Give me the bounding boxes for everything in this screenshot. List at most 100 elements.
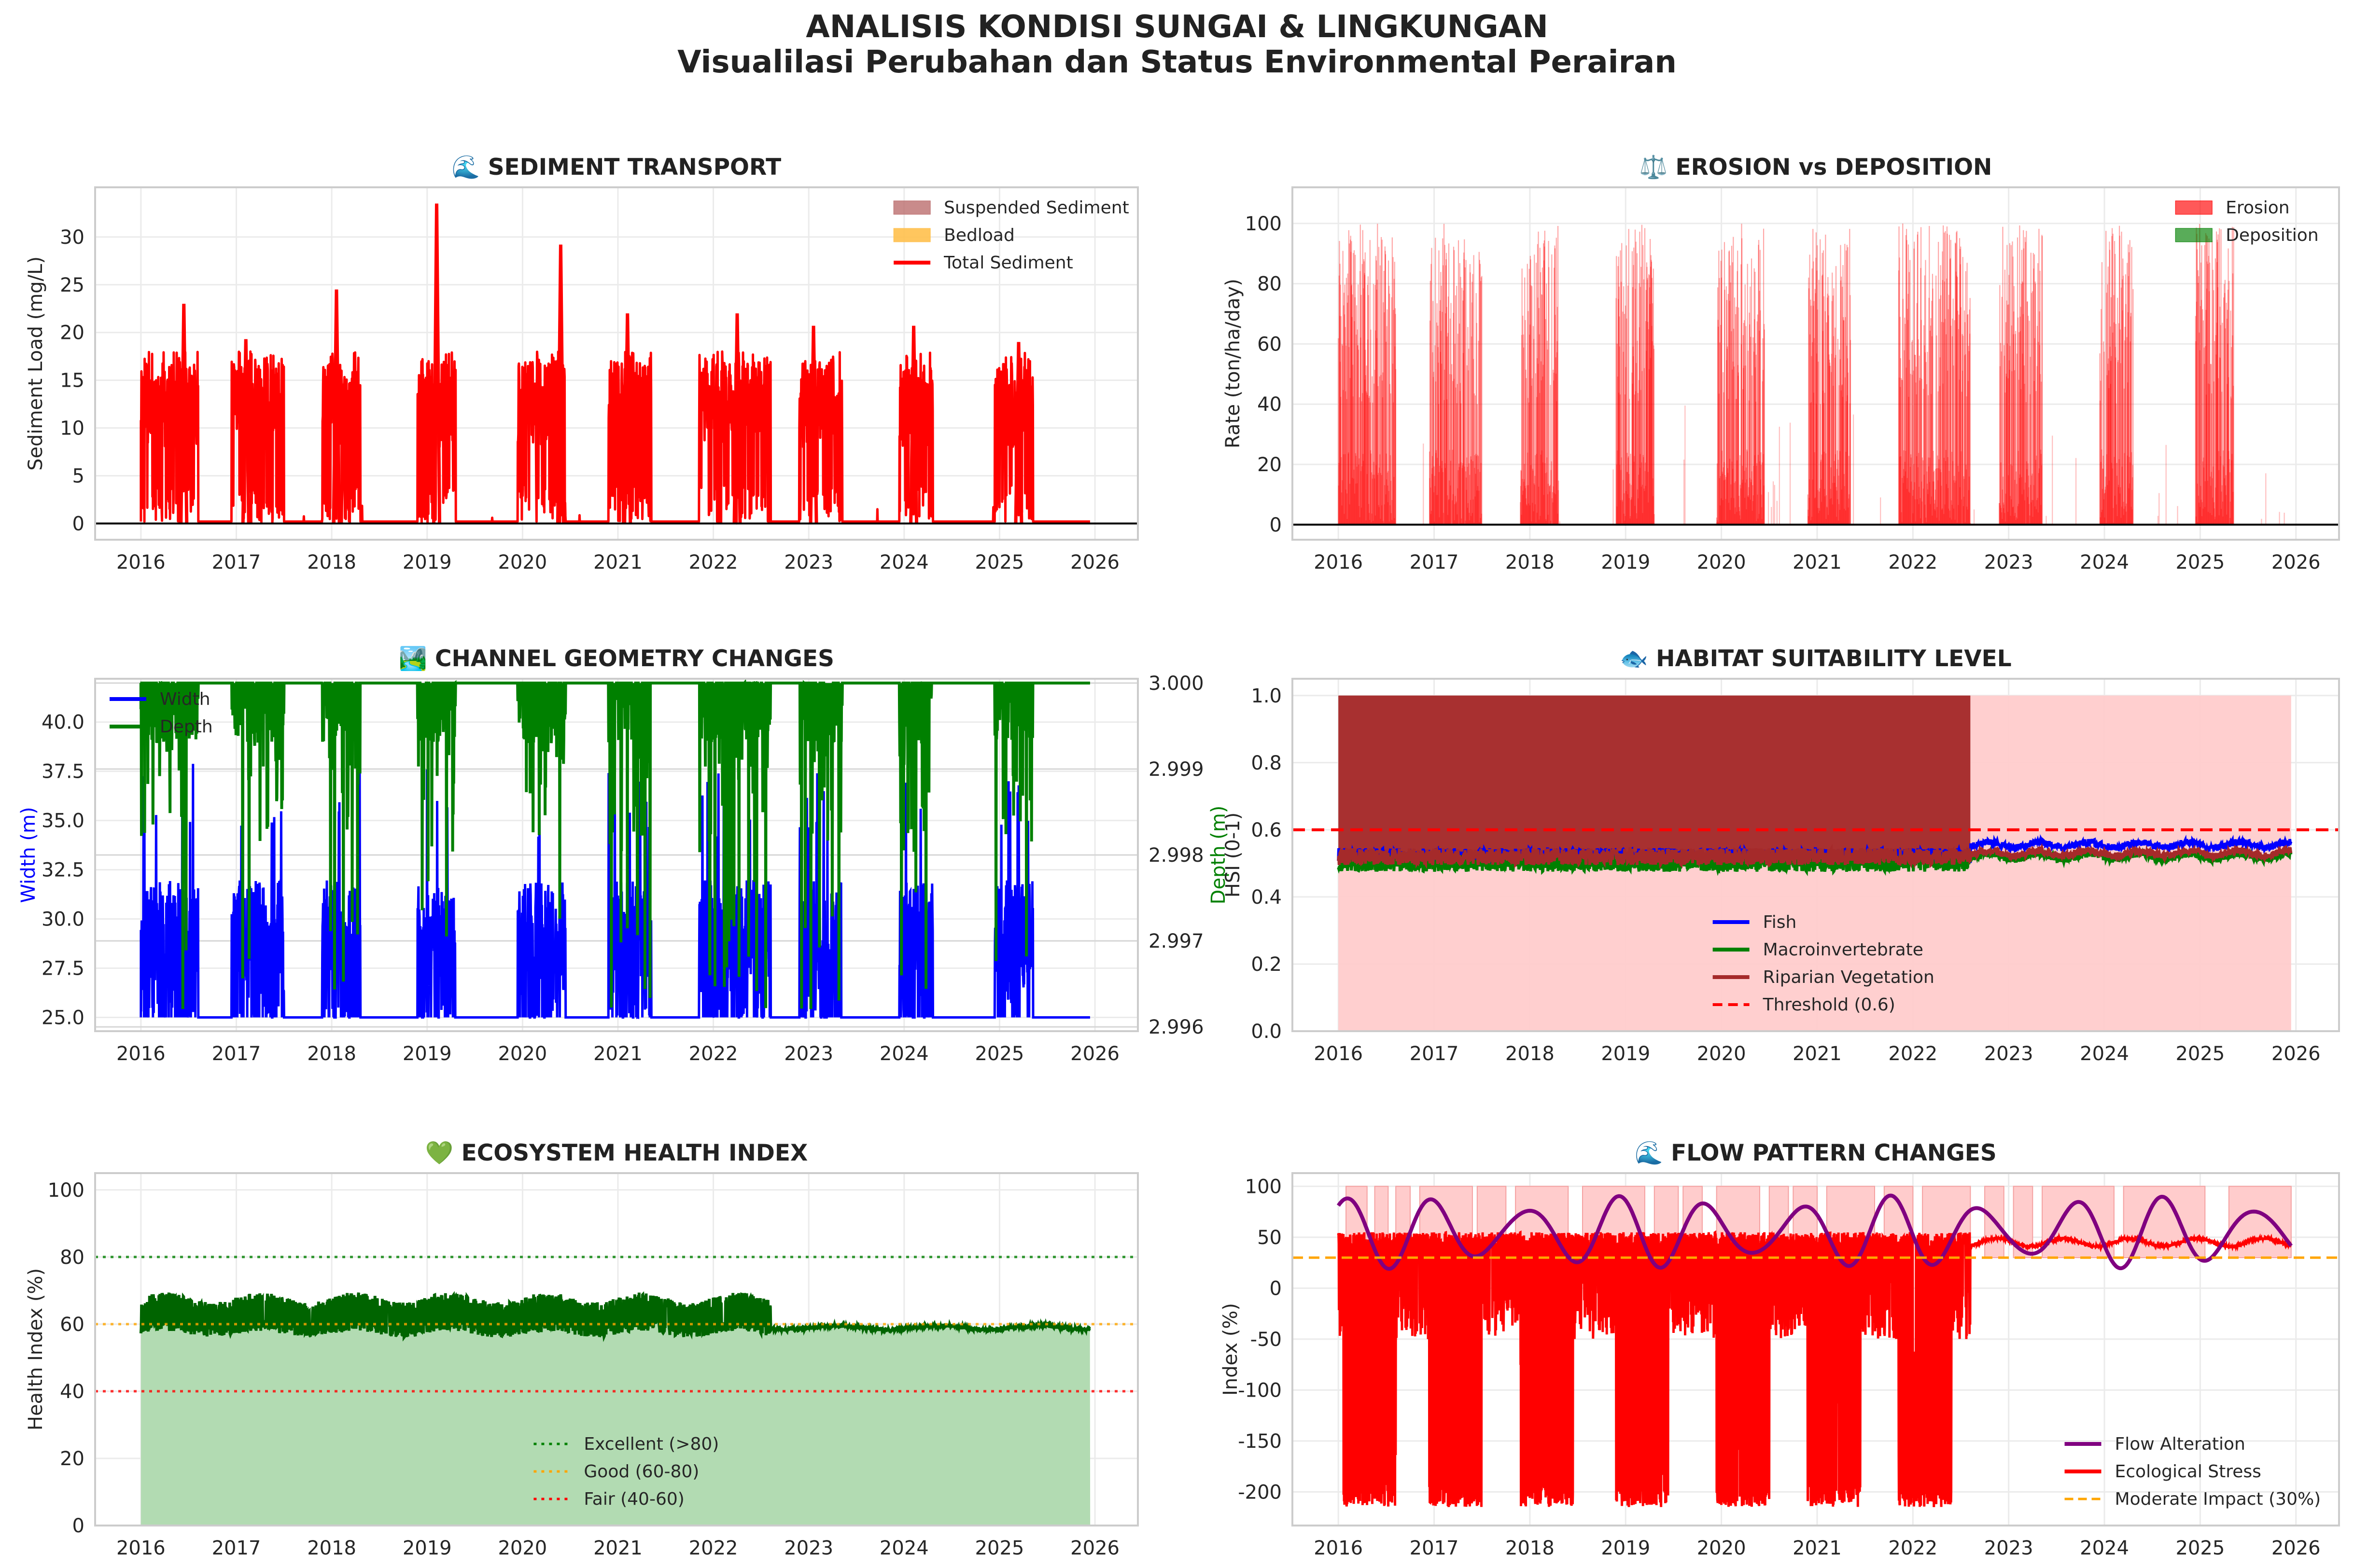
legend: Erosion Deposition: [2175, 198, 2319, 245]
plot-area: [1292, 187, 2339, 540]
y-tick-label: 80: [1257, 273, 1282, 295]
y-tick-label: 100: [1245, 213, 1282, 235]
x-tick-label: 2022: [1888, 1043, 1937, 1065]
y-tick-label: 100: [1245, 1176, 1282, 1198]
y-tick-label: 32.5: [42, 859, 84, 882]
sediment-peak-5: [623, 313, 632, 524]
x-tick-label: 2022: [689, 551, 738, 574]
legend-label: Good (60-80): [584, 1462, 699, 1482]
legend-swatch: [893, 200, 931, 215]
y-tick-label: 0.2: [1251, 953, 1282, 976]
grid: [1292, 187, 2339, 540]
y-tick-label-right: 3.000: [1149, 672, 1204, 695]
x-tick-label: 2024: [2080, 1537, 2129, 1559]
chart-health: 2016 2017 2018 2019 2020 2021 2022 2023 2024 2025…: [25, 1140, 1139, 1559]
plot-border: [94, 1172, 1139, 1526]
x-tick-label: 2025: [975, 1043, 1024, 1065]
health-area: [140, 1292, 1091, 1526]
legend-label: Ecological Stress: [2115, 1462, 2261, 1482]
x-tick-label: 2020: [1697, 1043, 1746, 1065]
chart-title: 🏞️ CHANNEL GEOMETRY CHANGES: [399, 645, 834, 672]
x-tick-label: 2025: [2175, 1043, 2225, 1065]
plot-content: [95, 1256, 1138, 1526]
series-health: [139, 1291, 1091, 1342]
y-axis-label: Health Index (%): [25, 1268, 47, 1430]
figure-title: ANALISIS KONDISI SUNGAI & LINGKUNGAN: [806, 9, 1548, 45]
legend-label: Suspended Sediment: [944, 198, 1129, 218]
x-tick-label: 2026: [2271, 1043, 2321, 1065]
series-total-sediment: [140, 350, 1091, 525]
x-tick-label: 2016: [1314, 551, 1363, 574]
legend: Suspended Sediment Bedload Total Sediment: [893, 198, 1129, 273]
x-tick-label: 2024: [880, 551, 929, 574]
y-tick-label: -150: [1238, 1430, 1282, 1453]
x-tick-label: 2016: [1314, 1043, 1363, 1065]
series-habitat-2: [1337, 843, 2293, 869]
legend-label: Erosion: [2226, 198, 2289, 218]
x-tick-label: 2025: [2175, 1537, 2225, 1559]
plot-border: [1291, 186, 2340, 541]
x-tick-label: 2021: [1793, 551, 1842, 574]
legend-label: Excellent (>80): [584, 1434, 719, 1454]
y-tick-label-right: 2.997: [1149, 930, 1204, 952]
y-tick-label: 30.0: [42, 909, 84, 931]
x-tick-label: 2024: [2080, 551, 2129, 574]
sediment-peak-7: [809, 325, 818, 524]
legend-label: Macroinvertebrate: [1763, 940, 1923, 960]
y-tick-label: 25: [60, 274, 84, 296]
legend-label: Depth: [160, 717, 213, 737]
x-tick-label: 2020: [1697, 551, 1746, 574]
x-tick-label: 2023: [1984, 1043, 2033, 1065]
x-tick-label: 2016: [1314, 1537, 1363, 1559]
legend-label: Fish: [1763, 912, 1797, 932]
x-tick-label: 2020: [498, 1537, 547, 1559]
x-tick-label: 2026: [1070, 1537, 1120, 1559]
y-tick-label: 60: [1257, 333, 1282, 355]
x-tick-label: 2025: [2175, 551, 2225, 574]
x-tick-label: 2019: [403, 1537, 452, 1559]
plot-border: [1291, 678, 2340, 1032]
x-tick-label: 2021: [593, 1043, 643, 1065]
y-tick-label: 100: [48, 1179, 84, 1202]
y-tick-label-right: 2.996: [1149, 1016, 1204, 1038]
y-tick-label: 40.0: [42, 712, 84, 734]
x-tick-label: 2017: [212, 551, 261, 574]
plot-border: [1291, 1172, 2340, 1526]
y-tick-label: 0: [1270, 514, 1282, 536]
chart-title: 💚 ECOSYSTEM HEALTH INDEX: [425, 1140, 808, 1166]
chart-title: ⚖️ EROSION vs DEPOSITION: [1639, 154, 1992, 181]
x-tick-label: 2022: [689, 1043, 738, 1065]
legend-swatch: [2175, 200, 2213, 215]
y-tick-label: 30: [60, 226, 84, 249]
x-tick-label: 2017: [1410, 551, 1459, 574]
x-tick-label: 2022: [1888, 551, 1937, 574]
x-tick-label: 2018: [1505, 1537, 1555, 1559]
x-tick-label: 2020: [498, 551, 547, 574]
chart-channel: 2016 2017 2018 2019 2020 2021 2022 2023 2024 2025…: [17, 645, 1230, 1065]
x-tick-label: 2024: [880, 1043, 929, 1065]
chart-title: 🌊 FLOW PATTERN CHANGES: [1635, 1140, 1997, 1166]
y-tick-label: 10: [60, 418, 84, 440]
y-tick-label: 5: [72, 465, 84, 487]
sediment-peak-1: [241, 339, 251, 524]
x-tick-label: 2016: [116, 1537, 166, 1559]
chart-flow: 2016 2017 2018 2019 2020 2021 2022 2023 2024 2025…: [1219, 1140, 2340, 1559]
x-tick-label: 2021: [593, 551, 643, 574]
legend-label: Flow Alteration: [2115, 1434, 2245, 1454]
y-tick-label: 27.5: [42, 957, 84, 980]
legend-label: Bedload: [944, 225, 1015, 245]
x-tick-label: 2019: [403, 1043, 452, 1065]
plot-content: [1292, 224, 2339, 526]
series-depth: [139, 678, 1090, 1009]
x-tick-label: 2017: [212, 1537, 261, 1559]
plot-border: [94, 186, 1139, 541]
sediment-peak-9: [1014, 342, 1023, 524]
y-tick-label: 0.0: [1251, 1021, 1282, 1043]
chart-title: 🐟 HABITAT SUITABILITY LEVEL: [1620, 645, 2011, 672]
y-tick-label-right: 2.999: [1149, 758, 1204, 781]
legend-label: Width: [160, 689, 210, 709]
legend-label: Deposition: [2226, 225, 2318, 245]
x-tick-label: 2017: [1410, 1043, 1459, 1065]
plot-content: [1292, 695, 2339, 1031]
